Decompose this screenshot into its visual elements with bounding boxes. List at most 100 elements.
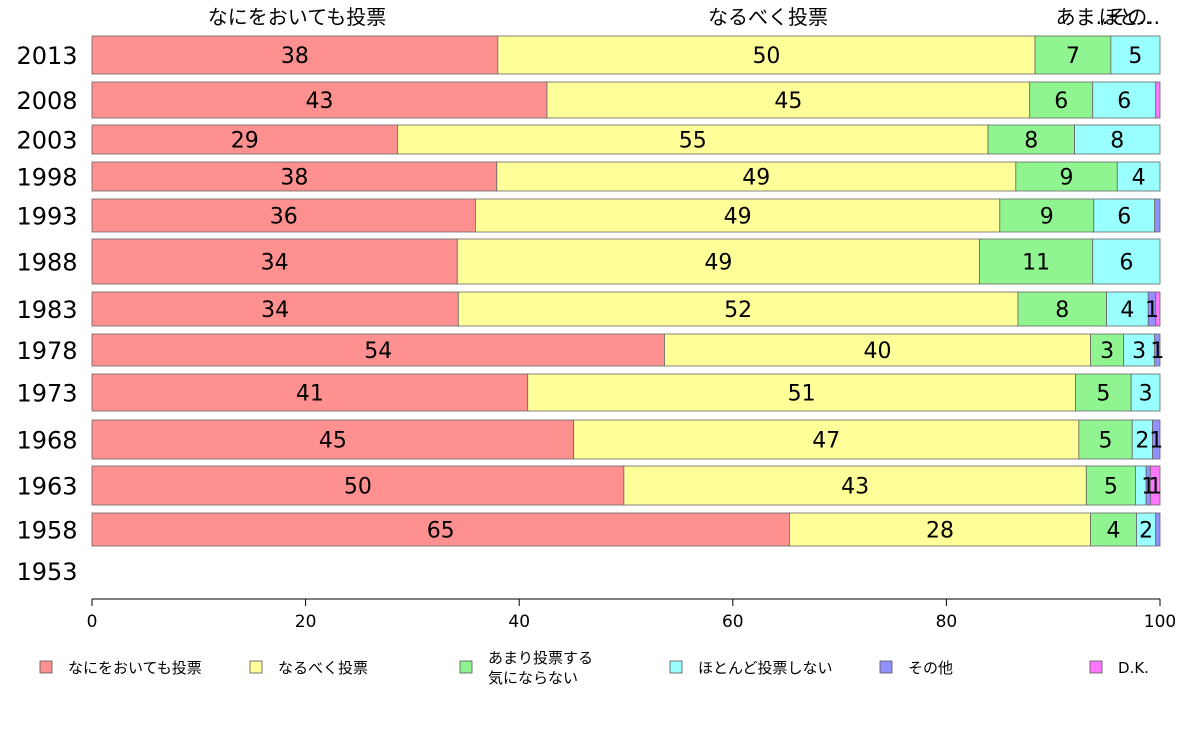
bar-segment xyxy=(1017,291,1107,327)
data-label: 49 xyxy=(742,166,770,191)
data-label: 41 xyxy=(296,382,324,407)
data-label: 1 xyxy=(1150,339,1164,364)
data-label: 11 xyxy=(1022,251,1050,276)
bar-segment xyxy=(573,419,1080,460)
data-label: 50 xyxy=(752,44,780,69)
bar-segment xyxy=(1092,81,1157,119)
legend-swatch xyxy=(249,660,263,674)
bar-segment xyxy=(91,465,625,506)
data-label: 1 xyxy=(1145,298,1159,323)
data-label: 5 xyxy=(1104,475,1118,500)
data-label: 6 xyxy=(1119,251,1133,276)
legend-swatch xyxy=(39,660,53,674)
year-label: 1973 xyxy=(16,380,77,408)
data-label: 47 xyxy=(812,429,840,454)
data-label: 34 xyxy=(261,298,289,323)
data-label: 34 xyxy=(261,251,289,276)
data-label: 1 xyxy=(1149,429,1163,454)
legend-label-line: 気にならない xyxy=(488,669,578,687)
bar-segment xyxy=(1075,373,1132,412)
bar-segment xyxy=(91,373,529,412)
bar-segment xyxy=(397,124,989,155)
bar-segment xyxy=(1155,512,1161,547)
bar-segment xyxy=(91,81,548,119)
data-label: 4 xyxy=(1107,519,1121,544)
legend-label: なにをおいても投票 xyxy=(68,659,202,677)
data-label: 45 xyxy=(774,89,802,114)
legend-label-line: D.K. xyxy=(1118,659,1149,677)
data-label: 4 xyxy=(1132,166,1146,191)
legend-label: その他 xyxy=(908,659,953,677)
data-label: 43 xyxy=(841,475,869,500)
data-label: 43 xyxy=(305,89,333,114)
bar-segment xyxy=(1152,419,1161,460)
bar-segment xyxy=(1074,124,1161,155)
data-label: 38 xyxy=(280,166,308,191)
data-label: 6 xyxy=(1054,89,1068,114)
legend-label-line: なにをおいても投票 xyxy=(68,659,202,677)
data-label: 2 xyxy=(1139,519,1153,544)
data-label: 1 xyxy=(1148,475,1162,500)
bar-segment xyxy=(1090,333,1125,367)
legend-label: あまり投票する気にならない xyxy=(488,649,593,687)
bar-segment xyxy=(979,238,1094,285)
legend-label: D.K. xyxy=(1118,659,1149,677)
header-label: なにをおいても投票 xyxy=(208,5,386,29)
data-label: 40 xyxy=(864,339,892,364)
data-label: 55 xyxy=(679,129,707,154)
bar-segment xyxy=(789,512,1091,547)
data-label: 5 xyxy=(1096,382,1110,407)
bar-segment xyxy=(546,81,1031,119)
data-label: 3 xyxy=(1139,382,1153,407)
legend-label-line: ほとんど投票しない xyxy=(698,659,833,677)
bar-segment xyxy=(987,124,1075,155)
data-label: 49 xyxy=(704,251,732,276)
legend-swatch xyxy=(879,660,893,674)
data-label: 5 xyxy=(1128,44,1142,69)
legend-label-line: その他 xyxy=(908,659,953,677)
year-label: 1983 xyxy=(16,296,77,324)
legend-swatch xyxy=(459,660,473,674)
bar-segment xyxy=(623,465,1087,506)
data-label: 29 xyxy=(231,129,259,154)
x-tick-label: 20 xyxy=(295,612,317,632)
data-label: 8 xyxy=(1110,129,1124,154)
bar-segment xyxy=(1154,198,1161,233)
year-label: 1968 xyxy=(16,427,77,455)
bar-segment xyxy=(91,419,575,460)
data-label: 38 xyxy=(281,44,309,69)
legend-label: ほとんど投票しない xyxy=(698,659,833,677)
header-label: その.. xyxy=(1107,5,1160,29)
data-label: 5 xyxy=(1099,429,1113,454)
data-label: 8 xyxy=(1055,298,1069,323)
data-label: 28 xyxy=(926,519,954,544)
bar-segment xyxy=(1116,161,1161,192)
bar-segment xyxy=(1149,465,1161,506)
data-label: 36 xyxy=(270,205,298,230)
bar-segment xyxy=(1029,81,1094,119)
legend-swatch xyxy=(1089,660,1103,674)
data-label: 3 xyxy=(1132,339,1146,364)
bar-segment xyxy=(91,512,790,547)
bar-segment xyxy=(1106,291,1149,327)
bar-segment xyxy=(91,198,476,233)
data-label: 3 xyxy=(1100,339,1114,364)
bar-segment xyxy=(1078,419,1133,460)
year-label: 1978 xyxy=(16,337,77,365)
data-label: 65 xyxy=(427,519,455,544)
legend-label-line: なるべく投票 xyxy=(278,659,368,677)
legend-swatch xyxy=(669,660,683,674)
data-label: 4 xyxy=(1120,298,1134,323)
year-label: 2008 xyxy=(16,87,77,115)
bar-segment xyxy=(91,161,498,192)
year-label: 1953 xyxy=(16,558,77,586)
data-label: 7 xyxy=(1066,44,1080,69)
data-label: 8 xyxy=(1024,129,1038,154)
header-label: あま.. xyxy=(1056,5,1109,29)
bar-segment xyxy=(91,124,398,155)
data-label: 50 xyxy=(344,475,372,500)
bar-segment xyxy=(457,291,1019,327)
data-label: 6 xyxy=(1117,205,1131,230)
bar-segment xyxy=(475,198,1001,233)
